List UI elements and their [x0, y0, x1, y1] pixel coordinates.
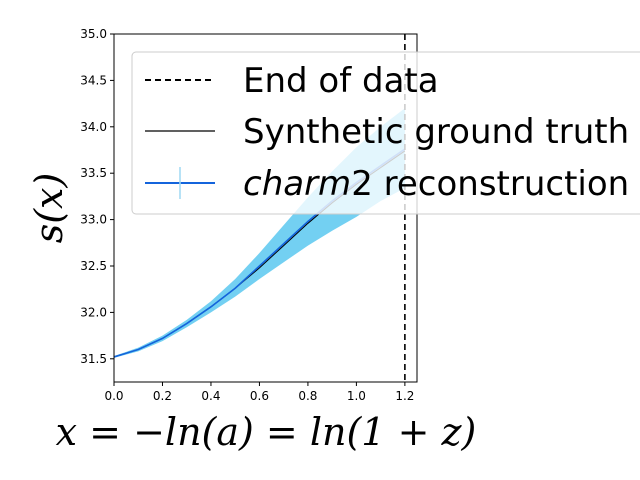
y-tick-label: 35.0 [80, 27, 107, 41]
x-axis-label: x = −ln(a) = ln(1 + z) [56, 410, 477, 454]
y-tick-label: 32.0 [80, 305, 107, 319]
legend-label-italic-part: charm [243, 164, 351, 204]
y-tick-label: 34.0 [80, 120, 107, 134]
legend-label-reconstruction: charm2 reconstruction [243, 164, 629, 204]
x-tick-label: 0.6 [250, 389, 269, 403]
x-tick-label: 1.2 [395, 389, 414, 403]
y-axis-label: s(x) [27, 173, 71, 244]
y-tick-label: 31.5 [80, 352, 107, 366]
y-tick-label: 32.5 [80, 259, 107, 273]
x-tick-label: 0.2 [153, 389, 172, 403]
x-tick-label: 0.4 [201, 389, 220, 403]
y-tick-label: 33.5 [80, 166, 107, 180]
legend-label-end-of-data: End of data [243, 61, 439, 101]
legend-label-rest: 2 reconstruction [351, 164, 629, 204]
axes: 0.0 0.2 0.4 0.6 0.8 1.0 1.2 31.5 32.0 32.5 33.0 33.… [80, 27, 418, 403]
x-tick-label: 1.0 [347, 389, 366, 403]
y-tick-label: 34.5 [80, 73, 107, 87]
legend-box [131, 51, 640, 215]
legend: End of data Synthetic ground truth charm2 … [131, 51, 640, 215]
x-tick-label: 0.0 [104, 389, 123, 403]
y-tick-label: 33.0 [80, 213, 107, 227]
x-tick-label: 0.8 [298, 389, 317, 403]
legend-label-ground-truth: Synthetic ground truth [243, 112, 629, 152]
